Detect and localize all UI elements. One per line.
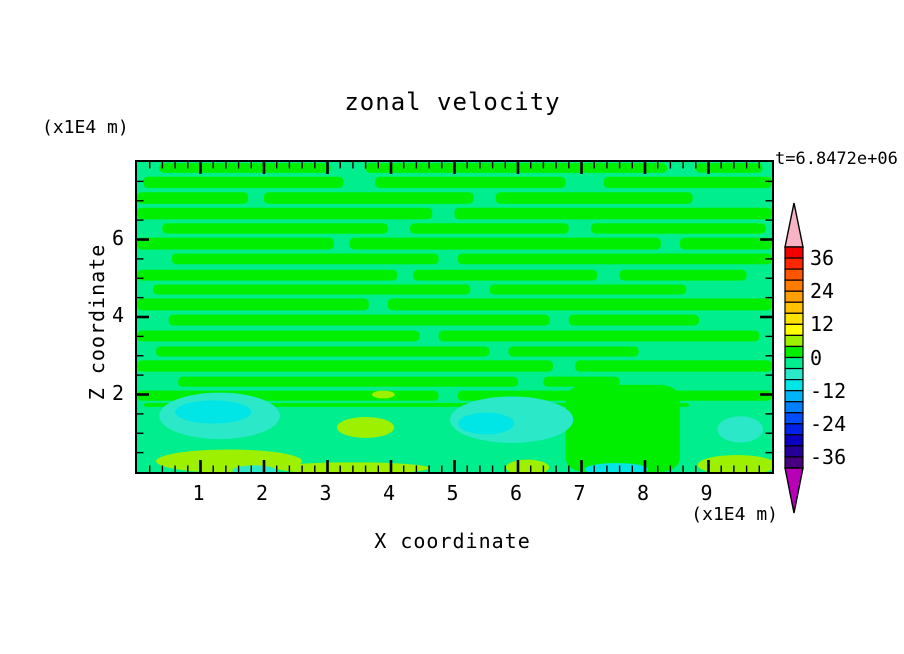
colorbar-band	[784, 323, 804, 336]
z-axis-unit-label: (x1E4 m)	[42, 117, 129, 138]
contour-streak	[137, 360, 553, 372]
colorbar-tick-label: 36	[810, 246, 835, 271]
colorbar-under-arrow	[784, 467, 804, 514]
colorbar-band	[784, 445, 804, 458]
contour-streak	[137, 192, 249, 204]
contour-field	[137, 162, 772, 472]
colorbar-band	[784, 345, 804, 359]
contour-streak	[375, 176, 566, 188]
colorbar-band	[784, 390, 804, 403]
x-tick-label: 2	[255, 481, 269, 505]
contour-streak	[365, 163, 668, 173]
contour-streak	[413, 269, 598, 281]
contour-streak	[264, 192, 474, 204]
contour-streak	[457, 253, 772, 265]
contour-streak	[695, 163, 763, 173]
contour-blob	[337, 416, 395, 438]
z-axis-title: Z coordinate	[85, 243, 109, 401]
contour-blob	[458, 412, 515, 435]
colorbar-over-arrow	[784, 202, 804, 248]
contour-streak	[387, 298, 772, 311]
contour-streak	[137, 237, 334, 250]
contour-streak	[156, 346, 490, 357]
contour-blob	[371, 390, 395, 399]
colorbar-band	[784, 279, 804, 292]
contour-streak	[508, 346, 639, 357]
contour-region	[565, 384, 680, 472]
z-tick-label: 4	[111, 303, 124, 327]
colorbar-band	[784, 268, 804, 281]
colorbar-tick-label: 0	[810, 345, 823, 370]
colorbar-band	[784, 401, 804, 414]
contour-streak	[619, 269, 747, 281]
colorbar-band	[784, 379, 804, 392]
contour-streak	[543, 376, 620, 387]
colorbar-tick-label: -36	[810, 444, 847, 469]
contour-streak	[162, 223, 388, 234]
z-tick-label: 2	[111, 380, 124, 405]
x-axis-unit-label: (x1E4 m)	[691, 504, 778, 525]
x-tick-label: 4	[382, 481, 396, 505]
time-annotation: t=6.8472e+06	[775, 149, 898, 169]
contour-streak	[489, 284, 687, 295]
contour-streak	[454, 207, 772, 220]
contour-streak	[591, 223, 766, 234]
colorbar-band	[784, 334, 804, 348]
colorbar-band	[784, 356, 804, 370]
contour-streak	[410, 223, 569, 234]
x-tick-label: 9	[700, 481, 713, 505]
colorbar-tick-label: -12	[810, 378, 847, 403]
colorbar-band	[784, 456, 804, 469]
contour-streak	[679, 237, 772, 250]
colorbar-scale	[784, 202, 804, 514]
z-tick-label: 6	[111, 225, 124, 250]
contour-streak	[349, 237, 661, 250]
colorbar-band	[784, 434, 804, 447]
colorbar: 36 24 12 0 -12 -24 -36	[779, 200, 904, 518]
contour-streak	[603, 176, 772, 188]
colorbar-tick-label: 12	[810, 312, 835, 337]
contour-streak	[137, 269, 398, 281]
x-axis-title: X coordinate	[374, 529, 531, 553]
contour-streak	[159, 163, 331, 173]
contour-blob	[697, 454, 772, 472]
x-tick-label: 8	[636, 481, 650, 505]
contour-streak	[438, 330, 760, 342]
colorbar-band	[784, 423, 804, 436]
contour-streak	[568, 314, 699, 326]
contour-streak	[171, 253, 439, 265]
contour-streak	[178, 376, 518, 387]
colorbar-band	[784, 412, 804, 425]
colorbar-band	[784, 367, 804, 381]
contour-streak	[137, 298, 369, 311]
contour-blob	[232, 465, 277, 472]
colorbar-tick-label: 24	[810, 279, 835, 304]
colorbar-band	[784, 301, 804, 314]
colorbar-tick-label: -24	[810, 411, 847, 436]
contour-blob	[717, 416, 764, 443]
contour-blob	[175, 400, 252, 424]
colorbar-band	[784, 290, 804, 303]
x-tick-label: 3	[319, 481, 332, 505]
x-tick-label: 5	[446, 481, 459, 505]
x-tick-label: 7	[573, 481, 586, 505]
colorbar-band	[784, 312, 804, 325]
plot-area	[135, 160, 774, 474]
chart-title: zonal velocity	[344, 88, 561, 116]
contour-streak	[137, 330, 420, 342]
contour-streak	[575, 360, 772, 372]
x-tick-label: 1	[192, 481, 205, 505]
contour-streak	[137, 207, 433, 220]
contour-streak	[152, 284, 471, 295]
contour-streak	[495, 192, 693, 204]
colorbar-band	[784, 246, 804, 259]
contour-streak	[143, 176, 344, 188]
contour-streak	[168, 314, 550, 326]
x-tick-label: 6	[509, 481, 523, 505]
colorbar-band	[784, 257, 804, 270]
